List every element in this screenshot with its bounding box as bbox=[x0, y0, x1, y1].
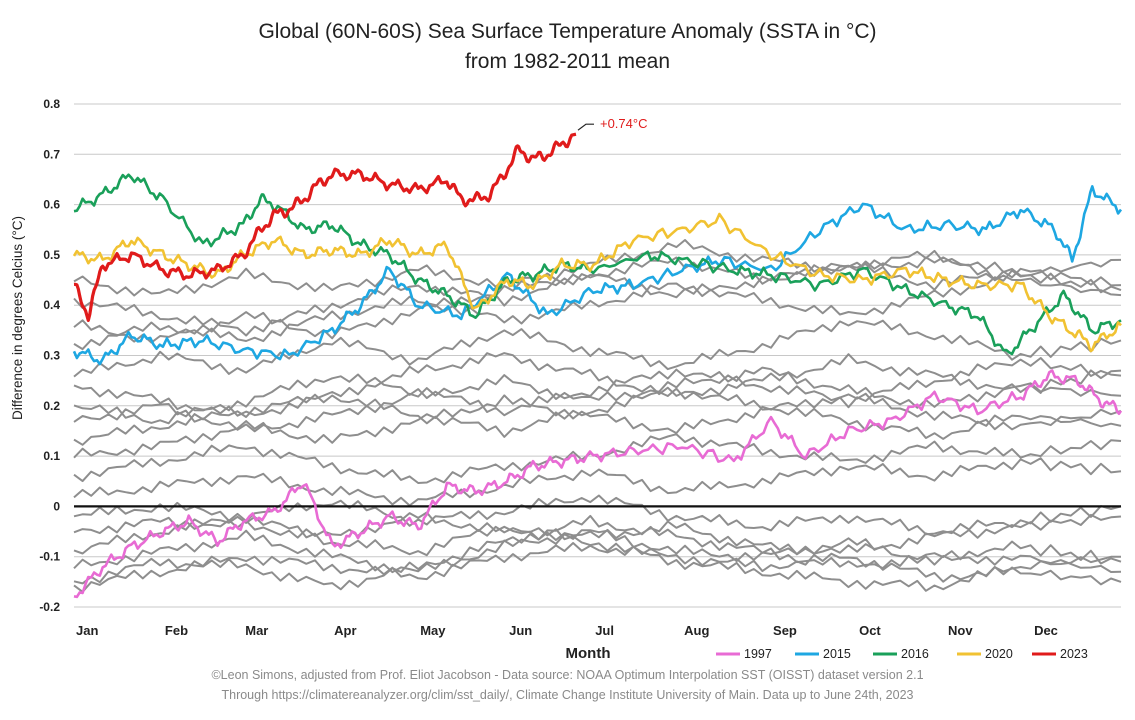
x-tick-label: Sep bbox=[773, 623, 797, 638]
legend: 1997 2015 2016 2020 2023 bbox=[716, 647, 1088, 660]
series-line-2016 bbox=[73, 173, 1122, 356]
annotation-leader bbox=[577, 123, 594, 131]
chart-subtitle: from 1982-2011 mean bbox=[464, 50, 671, 73]
x-tick-label: Jan bbox=[76, 623, 98, 638]
other-year-line bbox=[73, 433, 1122, 484]
y-tick-label: 0.3 bbox=[43, 349, 60, 363]
series-line-1997 bbox=[73, 369, 1123, 599]
legend-label-2023: 2023 bbox=[1060, 647, 1088, 660]
other-year-line bbox=[73, 319, 1122, 378]
other-year-line bbox=[73, 457, 1122, 507]
highlighted-series bbox=[72, 132, 1123, 599]
other-year-line bbox=[73, 262, 1122, 344]
x-tick-label: Apr bbox=[334, 623, 356, 638]
other-year-line bbox=[73, 529, 1122, 574]
x-tick-label: Nov bbox=[948, 623, 973, 638]
other-year-line bbox=[73, 392, 1122, 459]
y-tick-label: -0.1 bbox=[39, 550, 60, 564]
y-tick-label: 0.5 bbox=[43, 248, 60, 262]
x-tick-label: Aug bbox=[684, 623, 709, 638]
y-tick-label: 0.8 bbox=[43, 97, 60, 111]
y-tick-label: 0.2 bbox=[43, 399, 60, 413]
other-year-line bbox=[73, 542, 1122, 593]
other-year-line bbox=[73, 357, 1122, 425]
legend-label-2016: 2016 bbox=[901, 647, 929, 660]
grid-lines bbox=[74, 103, 1121, 608]
y-axis-label: Difference in degrees Celcius (°C) bbox=[10, 216, 25, 420]
series-line-2023 bbox=[73, 132, 577, 322]
chart-svg: 0.8 0.7 0.6 0.5 0.4 0.3 0.2 0.1 0 -0.1 -0.2 Jan Feb… bbox=[10, 97, 1123, 660]
annotation-label: +0.74°C bbox=[600, 116, 647, 131]
other-year-line bbox=[73, 239, 1122, 297]
legend-label-2015: 2015 bbox=[823, 647, 851, 660]
y-tick-label: 0 bbox=[53, 499, 60, 513]
series-line-2020 bbox=[72, 212, 1122, 353]
other-year-line bbox=[73, 352, 1122, 417]
latest-value-annotation: +0.74°C bbox=[577, 116, 647, 131]
legend-label-1997: 1997 bbox=[744, 647, 772, 660]
other-year-line bbox=[73, 515, 1122, 592]
x-tick-label: May bbox=[420, 623, 446, 638]
x-axis-label: Month bbox=[566, 645, 611, 660]
x-tick-label: Jul bbox=[595, 623, 614, 638]
x-tick-label: Dec bbox=[1034, 623, 1058, 638]
legend-label-2020: 2020 bbox=[985, 647, 1013, 660]
x-tick-label: Oct bbox=[859, 623, 881, 638]
y-tick-label: -0.2 bbox=[39, 600, 60, 614]
x-tick-label: Jun bbox=[509, 623, 532, 638]
other-year-line bbox=[73, 387, 1122, 446]
y-tick-label: 0.1 bbox=[43, 449, 60, 463]
series-line-2015 bbox=[72, 185, 1123, 366]
other-year-line bbox=[73, 514, 1122, 591]
x-tick-label: Feb bbox=[165, 623, 188, 638]
y-tick-label: 0.6 bbox=[43, 198, 60, 212]
chart-title: Global (60N-60S) Sea Surface Temperature… bbox=[258, 20, 877, 43]
y-tick-label: 0.4 bbox=[43, 298, 60, 312]
credit-line-1: ©Leon Simons, adjusted from Prof. Eliot … bbox=[211, 668, 924, 682]
y-tick-label: 0.7 bbox=[43, 147, 60, 161]
x-tick-label: Mar bbox=[245, 623, 268, 638]
credit-line-2: Through https://climatereanalyzer.org/cl… bbox=[221, 688, 914, 702]
y-axis-ticks: 0.8 0.7 0.6 0.5 0.4 0.3 0.2 0.1 0 -0.1 -0.2 bbox=[39, 97, 60, 614]
x-axis-ticks: Jan Feb Mar Apr May Jun Jul Aug Sep Oct Nov Dec bbox=[76, 623, 1058, 638]
other-year-line bbox=[73, 249, 1122, 337]
